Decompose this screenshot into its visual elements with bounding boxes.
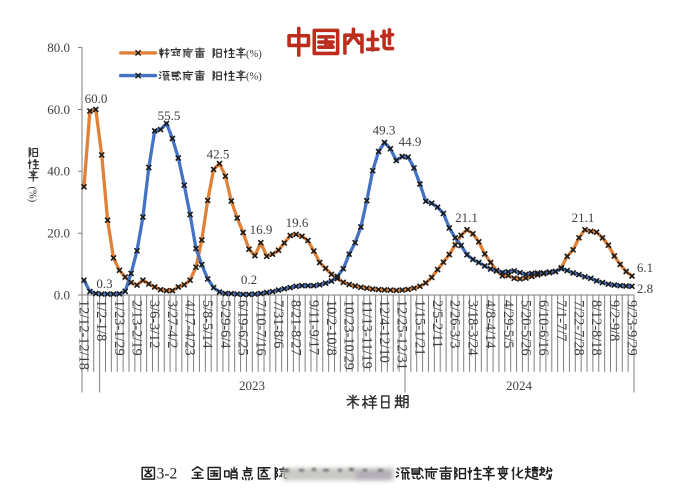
svg-text:3/27-4/2: 3/27-4/2	[164, 300, 180, 348]
svg-text:4/29-5/5: 4/29-5/5	[500, 300, 516, 348]
svg-text:4/8-4/14: 4/8-4/14	[482, 300, 498, 348]
svg-text:40.0: 40.0	[47, 164, 70, 179]
svg-text:10/2-10/8: 10/2-10/8	[323, 300, 339, 356]
svg-text:0.2: 0.2	[241, 272, 257, 287]
svg-text:21.1: 21.1	[572, 210, 595, 225]
svg-text:21.1: 21.1	[455, 210, 478, 225]
svg-text:5/8-5/14: 5/8-5/14	[199, 300, 215, 348]
svg-text:12/12-12/18: 12/12-12/18	[76, 300, 92, 370]
svg-text:1/15-1/21: 1/15-1/21	[411, 300, 427, 356]
svg-text:2023: 2023	[239, 378, 265, 393]
svg-text:19.6: 19.6	[286, 215, 309, 230]
svg-text:2/5-2/11: 2/5-2/11	[429, 300, 445, 348]
svg-text:7/1-7/7: 7/1-7/7	[553, 300, 569, 341]
svg-text:1/23-1/29: 1/23-1/29	[111, 300, 127, 356]
svg-text:9/11-9/17: 9/11-9/17	[305, 300, 321, 355]
svg-text:(%): (%)	[27, 187, 38, 203]
svg-text:9/2-9/8: 9/2-9/8	[606, 300, 622, 341]
svg-text:12/4-12/10: 12/4-12/10	[376, 300, 392, 363]
svg-text:3/18-3/24: 3/18-3/24	[464, 300, 480, 356]
svg-text:7/10-7/16: 7/10-7/16	[252, 300, 268, 356]
svg-text:3/6-3/12: 3/6-3/12	[146, 300, 162, 348]
svg-text:(%): (%)	[246, 49, 262, 60]
svg-text:9/23-9/29: 9/23-9/29	[624, 300, 640, 356]
svg-text:12/25-12/31: 12/25-12/31	[394, 300, 410, 370]
svg-text:8/21-8/27: 8/21-8/27	[288, 300, 304, 356]
svg-text:4/17-4/23: 4/17-4/23	[182, 300, 198, 356]
svg-text:44.9: 44.9	[399, 134, 422, 149]
svg-text:1/2-1/8: 1/2-1/8	[93, 300, 109, 341]
svg-text:80.0: 80.0	[47, 40, 70, 55]
svg-text:42.5: 42.5	[207, 147, 230, 162]
svg-text:55.5: 55.5	[158, 108, 181, 123]
svg-text:0.3: 0.3	[96, 276, 112, 291]
svg-text:10/23-10/29: 10/23-10/29	[341, 300, 357, 370]
svg-text:6/10-6/16: 6/10-6/16	[535, 300, 551, 356]
svg-text:6/19-6/25: 6/19-6/25	[235, 300, 251, 356]
svg-text:16.9: 16.9	[250, 222, 273, 237]
svg-text:2.8: 2.8	[637, 281, 653, 296]
svg-text:5/20-5/26: 5/20-5/26	[517, 300, 533, 356]
svg-text:49.3: 49.3	[373, 123, 396, 138]
svg-text:60.0: 60.0	[47, 102, 70, 117]
svg-text:2024: 2024	[506, 378, 533, 393]
svg-text:3-2: 3-2	[157, 466, 178, 483]
svg-text:20.0: 20.0	[47, 226, 70, 241]
svg-text:2/13-2/19: 2/13-2/19	[129, 300, 145, 356]
svg-text:7/31-8/6: 7/31-8/6	[270, 300, 286, 348]
svg-text:5/29-6/4: 5/29-6/4	[217, 300, 233, 348]
svg-text:(%): (%)	[246, 72, 262, 83]
svg-text:60.0: 60.0	[85, 91, 108, 106]
svg-text:8/12-8/18: 8/12-8/18	[588, 300, 604, 356]
svg-text:6.1: 6.1	[637, 260, 653, 275]
svg-text:11/13-11/19: 11/13-11/19	[358, 300, 374, 369]
svg-text:2/26-3/3: 2/26-3/3	[447, 300, 463, 348]
svg-text:7/22-7/28: 7/22-7/28	[571, 300, 587, 356]
svg-text:0.0: 0.0	[54, 287, 70, 302]
